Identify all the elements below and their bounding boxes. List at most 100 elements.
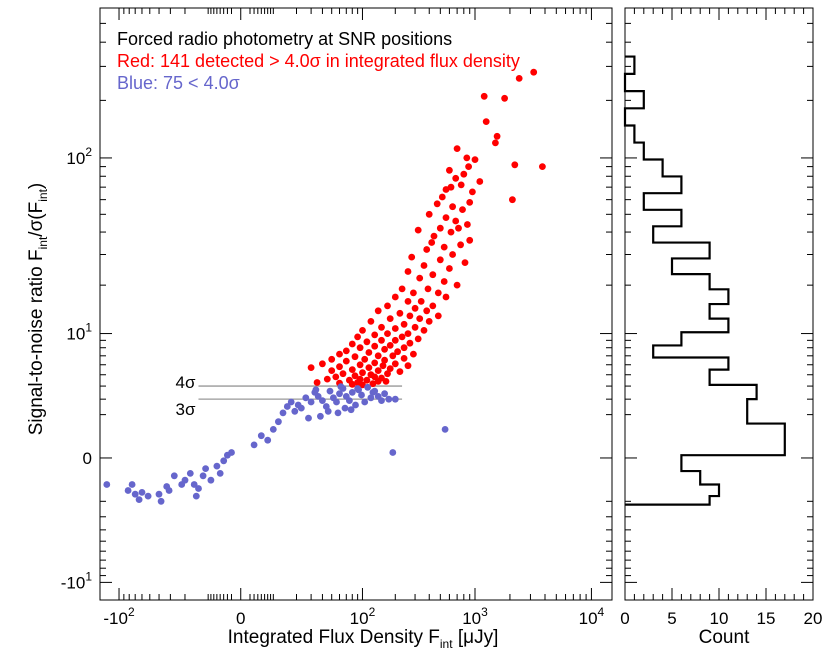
data-point	[400, 320, 408, 328]
data-point	[425, 210, 433, 218]
data-point	[128, 481, 136, 488]
hist-x-tick-label: 20	[804, 609, 823, 628]
data-point	[457, 241, 464, 249]
data-point	[381, 390, 388, 398]
data-point	[429, 271, 437, 279]
axes	[99, 7, 814, 601]
x-tick-label: -102	[103, 605, 135, 628]
data-point	[404, 268, 412, 275]
data-point	[195, 485, 202, 492]
data-point	[186, 470, 194, 477]
data-point	[374, 307, 382, 315]
hist-x-tick-label: 5	[667, 609, 676, 628]
data-point	[389, 449, 397, 456]
data-point	[342, 357, 350, 365]
data-point	[275, 418, 282, 426]
data-point	[144, 492, 152, 500]
data-point	[416, 274, 424, 282]
data-point	[482, 118, 490, 125]
data-point	[436, 256, 444, 264]
data-point	[367, 394, 375, 402]
data-point	[382, 378, 390, 385]
data-point	[416, 315, 424, 322]
data-point	[442, 214, 450, 222]
data-point	[381, 356, 388, 364]
data-point	[374, 367, 382, 374]
data-point	[348, 389, 356, 396]
data-point	[411, 304, 419, 312]
data-point	[480, 92, 488, 100]
data-point	[347, 406, 355, 414]
data-point	[501, 94, 508, 102]
data-point	[442, 186, 450, 193]
x-tick-label: 103	[462, 605, 488, 628]
data-point	[433, 200, 441, 208]
data-point	[452, 174, 460, 182]
data-point	[463, 154, 471, 162]
data-point	[406, 312, 414, 320]
x-tick-label: 104	[579, 605, 605, 628]
data-point	[460, 170, 468, 178]
data-point	[461, 259, 469, 266]
data-point	[406, 339, 414, 347]
data-point	[371, 342, 379, 350]
data-point	[319, 360, 326, 368]
data-point	[511, 161, 519, 169]
data-point	[469, 188, 476, 196]
blue-series	[103, 383, 449, 505]
data-point	[356, 344, 364, 352]
data-point	[103, 481, 111, 488]
label-4sigma: 4σ	[176, 373, 196, 392]
data-point	[312, 386, 320, 394]
x-tick-label: 102	[350, 605, 376, 628]
data-point	[220, 457, 228, 465]
data-point	[378, 397, 385, 404]
data-point	[453, 281, 461, 289]
data-point	[459, 206, 466, 214]
data-point	[283, 403, 291, 410]
blue-series-label: Blue: 75 < 4.0σ	[117, 73, 240, 93]
data-point	[287, 398, 295, 406]
data-point	[348, 366, 356, 373]
data-point	[539, 163, 546, 171]
data-point	[423, 307, 431, 315]
data-point	[328, 367, 336, 374]
data-point	[414, 335, 422, 343]
histogram-steps	[623, 55, 786, 506]
data-point	[305, 414, 312, 422]
data-point	[364, 383, 372, 391]
data-point	[342, 347, 350, 355]
data-point	[391, 336, 399, 344]
data-point	[440, 243, 448, 251]
ticks: -102 0 102 103 104 -101 0 101 102 0 5 10 15 20	[61, 7, 823, 628]
data-point	[337, 383, 345, 391]
histogram-x-axis-title: Count	[699, 627, 750, 648]
data-point	[339, 370, 347, 378]
data-point	[424, 285, 432, 293]
data-point	[351, 353, 359, 361]
data-point	[425, 318, 433, 325]
data-point	[400, 355, 408, 362]
data-point	[250, 441, 258, 449]
data-point	[466, 236, 474, 244]
data-point	[297, 404, 305, 412]
data-point	[351, 372, 359, 380]
data-point	[384, 330, 391, 337]
data-point	[493, 132, 501, 140]
axis-titles: Integrated Flux Density Fint [μJy] Signa…	[26, 183, 750, 651]
data-point	[361, 355, 369, 363]
data-point	[400, 344, 408, 352]
data-point	[389, 352, 397, 360]
data-point	[391, 360, 399, 368]
data-point	[363, 376, 371, 384]
data-point	[365, 364, 373, 371]
data-point	[354, 333, 361, 341]
data-point	[314, 393, 322, 400]
hist-x-tick-label: 10	[710, 609, 729, 628]
data-point	[371, 359, 379, 367]
data-point	[391, 325, 399, 332]
histogram-outline	[623, 55, 786, 506]
data-point	[192, 492, 200, 500]
data-point	[313, 379, 321, 386]
data-point	[346, 397, 353, 404]
